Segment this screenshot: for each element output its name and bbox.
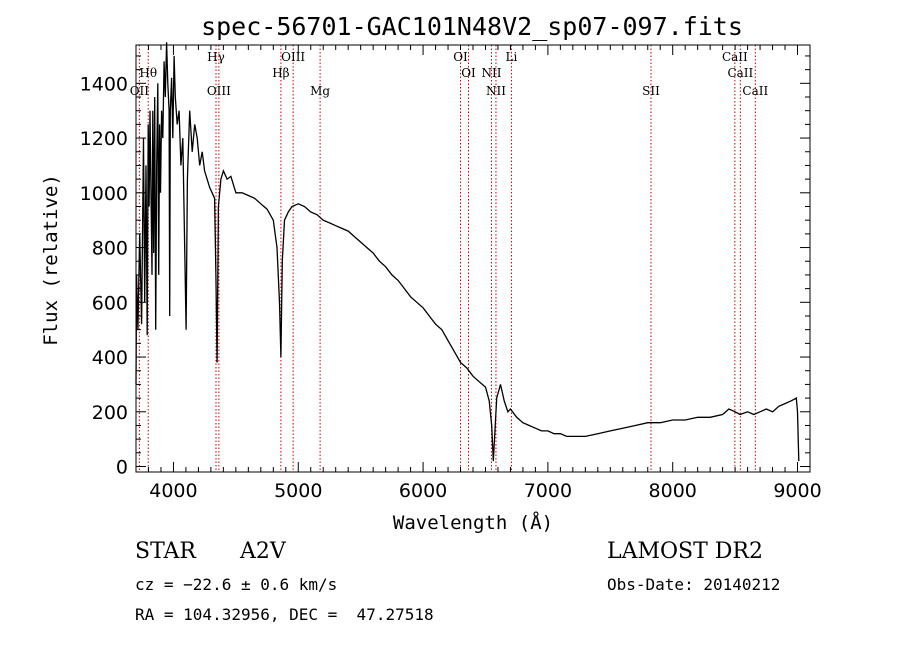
spectral-line-label: Hθ: [139, 66, 157, 80]
axis-ticks: 4000 5000 6000 7000 8000 9000 0 200 400 600 800 100…: [80, 45, 822, 502]
y-tick-label: 400: [92, 347, 128, 369]
survey-name: LAMOST DR2: [607, 539, 763, 564]
x-tick-label: 5000: [274, 480, 322, 502]
spectral-line-label: Li: [506, 50, 518, 64]
spectral-line-label: OIII: [207, 84, 231, 98]
y-axis-label: Flux (relative): [40, 174, 62, 346]
y-tick-label: 1000: [80, 183, 128, 205]
spectral-line-label: CaII: [727, 66, 753, 80]
x-tick-label: 6000: [399, 480, 447, 502]
sky-coordinates: RA = 104.32956, DEC = 47.27518: [135, 605, 434, 624]
object-class: STAR: [135, 539, 196, 564]
spectral-line-label: NII: [481, 66, 501, 80]
spectral-line-label: OI: [461, 66, 476, 80]
x-axis-label: Wavelength (Å): [393, 511, 553, 534]
x-tick-label: 8000: [649, 480, 697, 502]
plot-frame: [135, 44, 811, 473]
spectrum-series-line: [135, 42, 800, 462]
spectral-line-label: CaII: [742, 84, 768, 98]
spectral-line-label: OI: [453, 50, 468, 64]
spectral-line-label: CaII: [722, 50, 748, 64]
spectral-line-markers: [138, 45, 756, 472]
spectral-line-label: Hβ: [272, 66, 289, 80]
observation-date: Obs-Date: 20140212: [607, 575, 781, 594]
y-tick-label: 600: [92, 292, 128, 314]
spectral-line-label: OII: [130, 84, 150, 98]
y-tick-label: 800: [92, 238, 128, 260]
x-tick-label: 7000: [524, 480, 572, 502]
y-tick-label: 1200: [80, 128, 128, 150]
spectral-line-label: OIII: [281, 50, 305, 64]
spectral-line-label: SII: [642, 84, 660, 98]
y-tick-label: 0: [116, 457, 128, 479]
x-tick-label: 9000: [773, 480, 821, 502]
y-tick-label: 200: [92, 402, 128, 424]
spectral-line-label: Hγ: [207, 50, 225, 64]
spectral-line-label: Mg: [310, 84, 330, 98]
spectral-line-label: NII: [486, 84, 506, 98]
spectral-line-labels: Hθ OII Hγ OIII Hβ OIII Mg OI OI NII NII Li SII CaII Ca…: [130, 50, 769, 98]
redshift-velocity: cz = −22.6 ± 0.6 km/s: [135, 575, 338, 594]
chart-title: spec-56701-GAC101N48V2_sp07-097.fits: [201, 12, 743, 41]
y-tick-label: 1400: [80, 73, 128, 95]
x-tick-label: 4000: [149, 480, 197, 502]
object-subclass: A2V: [240, 539, 286, 564]
